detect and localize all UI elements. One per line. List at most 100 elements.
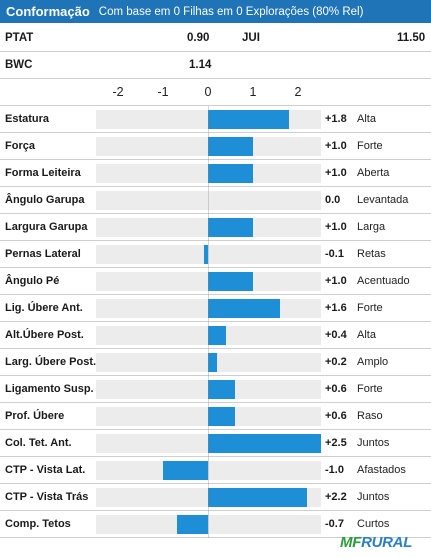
chart-row: Pernas Lateral -0.1 Retas	[0, 241, 431, 268]
descriptor-label: Afastados	[357, 464, 406, 476]
chart-row: Ligamento Susp. +0.6 Forte	[0, 376, 431, 403]
category-label: Prof. Úbere	[5, 410, 65, 422]
mfrural-logo: MFRURAL	[340, 534, 412, 551]
chart-row: CTP - Vista Trás +2.2 Juntos	[0, 484, 431, 511]
jui-label: JUI	[242, 32, 260, 44]
value-label: -1.0	[325, 464, 344, 476]
category-label: Ângulo Garupa	[5, 194, 85, 206]
category-label: Forma Leiteira	[5, 167, 81, 179]
chart-row: Largura Garupa +1.0 Larga	[0, 214, 431, 241]
category-label: CTP - Vista Trás	[5, 491, 89, 503]
x-tick-label: 2	[294, 85, 302, 99]
category-label: Força	[5, 140, 35, 152]
value-label: +1.8	[325, 113, 347, 125]
chart-row: Força +1.0 Forte	[0, 133, 431, 160]
descriptor-label: Alta	[357, 113, 376, 125]
bar-track	[96, 461, 321, 480]
category-label: Larg. Úbere Post.	[5, 356, 97, 368]
chart-subtitle: Com base em 0 Filhas em 0 Explorações (8…	[98, 5, 364, 18]
bar-track	[96, 515, 321, 534]
x-tick-label: 0	[204, 85, 212, 99]
value-label: +1.6	[325, 302, 347, 314]
category-label: Pernas Lateral	[5, 248, 81, 260]
chart-row: Forma Leiteira +1.0 Aberta	[0, 160, 431, 187]
value-label: +1.0	[325, 221, 347, 233]
value-label: +1.0	[325, 275, 347, 287]
descriptor-label: Juntos	[357, 491, 390, 503]
descriptor-label: Forte	[357, 140, 383, 152]
descriptor-label: Raso	[357, 410, 383, 422]
descriptor-label: Amplo	[357, 356, 389, 368]
category-label: Alt.Úbere Post.	[5, 329, 84, 341]
bar	[208, 380, 235, 399]
bar	[208, 110, 289, 129]
value-label: +0.6	[325, 410, 347, 422]
chart-row: CTP - Vista Lat. -1.0 Afastados	[0, 457, 431, 484]
info-row-bwc: BWC 1.14	[0, 52, 431, 79]
category-label: Lig. Úbere Ant.	[5, 302, 83, 314]
bar	[208, 434, 321, 453]
bar	[208, 407, 235, 426]
info-row-ptat: PTAT 0.90 JUI 11.50	[0, 25, 431, 52]
chart-row: Prof. Úbere +0.6 Raso	[0, 403, 431, 430]
bar	[208, 137, 253, 156]
descriptor-label: Forte	[357, 302, 383, 314]
category-label: Col. Tet. Ant.	[5, 437, 72, 449]
descriptor-label: Levantada	[357, 194, 409, 206]
chart-row: Ângulo Pé +1.0 Acentuado	[0, 268, 431, 295]
descriptor-label: Juntos	[357, 437, 390, 449]
x-tick-label: -1	[157, 85, 169, 99]
chart-row: Estatura +1.8 Alta	[0, 106, 431, 133]
bwc-value: 1.14	[189, 59, 212, 71]
bar	[176, 515, 208, 534]
bar-track	[96, 191, 321, 210]
x-axis: -2 -1 0 1 2	[0, 79, 431, 106]
category-label: CTP - Vista Lat.	[5, 464, 86, 476]
chart-row: Lig. Úbere Ant. +1.6 Forte	[0, 295, 431, 322]
bar	[208, 299, 280, 318]
bar	[208, 272, 253, 291]
value-label: +0.6	[325, 383, 347, 395]
value-label: +0.2	[325, 356, 347, 368]
bar	[208, 326, 226, 345]
descriptor-label: Larga	[357, 221, 386, 233]
chart-row: Ângulo Garupa 0.0 Levantada	[0, 187, 431, 214]
chart-row: Larg. Úbere Post. +0.2 Amplo	[0, 349, 431, 376]
ptat-value: 0.90	[187, 32, 210, 44]
chart-row: Comp. Tetos -0.7 Curtos	[0, 511, 431, 538]
category-label: Comp. Tetos	[5, 518, 71, 530]
value-label: +2.2	[325, 491, 347, 503]
descriptor-label: Retas	[357, 248, 386, 260]
chart-title: Conformação	[6, 4, 90, 19]
value-label: +0.4	[325, 329, 347, 341]
category-label: Ângulo Pé	[5, 275, 60, 287]
category-label: Estatura	[5, 113, 50, 125]
x-tick-label: 1	[249, 85, 257, 99]
chart-row: Col. Tet. Ant. +2.5 Juntos	[0, 430, 431, 457]
bwc-label: BWC	[5, 59, 33, 71]
descriptor-label: Curtos	[357, 518, 390, 530]
bar	[208, 488, 307, 507]
chart-header: Conformação Com base em 0 Filhas em 0 Ex…	[0, 0, 431, 23]
bar-track	[96, 245, 321, 264]
value-label: +1.0	[325, 167, 347, 179]
jui-value: 11.50	[397, 32, 426, 44]
value-label: -0.1	[325, 248, 344, 260]
bar	[203, 245, 208, 264]
bar	[208, 218, 253, 237]
descriptor-label: Forte	[357, 383, 383, 395]
descriptor-label: Acentuado	[357, 275, 410, 287]
category-label: Largura Garupa	[5, 221, 88, 233]
ptat-label: PTAT	[5, 32, 34, 44]
value-label: +1.0	[325, 140, 347, 152]
zero-line	[208, 106, 209, 538]
descriptor-label: Aberta	[357, 167, 390, 179]
x-tick-label: -2	[112, 85, 124, 99]
bar	[208, 353, 217, 372]
bar	[163, 461, 208, 480]
category-label: Ligamento Susp.	[5, 383, 94, 395]
logo-part-rural: RURAL	[361, 534, 413, 551]
bar	[208, 164, 253, 183]
value-label: -0.7	[325, 518, 344, 530]
descriptor-label: Alta	[357, 329, 376, 341]
